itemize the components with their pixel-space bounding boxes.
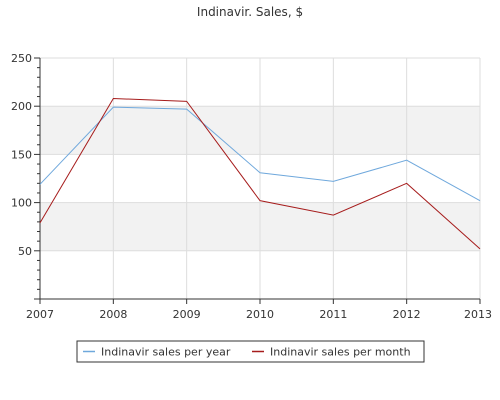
series-line-0 [39,106,481,202]
chart-title: Indinavir. Sales, $ [197,5,303,19]
legend-label-1: Indinavir sales per month [270,346,411,359]
x-tick-label: 2012 [393,308,421,321]
y-tick-label: 200 [11,100,32,113]
y-axis-ticks: 50 100 150 200 250 [11,52,40,300]
series-lines [39,97,481,250]
x-tick-label: 2007 [26,308,54,321]
y-tick-label: 100 [11,197,32,210]
legend-label-0: Indinavir sales per year [101,346,231,359]
x-tick-label: 2010 [246,308,274,321]
series-line-1 [39,97,481,250]
y-tick-label: 250 [11,52,32,65]
y-tick-label: 150 [11,148,32,161]
x-tick-label: 2008 [99,308,127,321]
legend: Indinavir sales per year Indinavir sales … [76,340,425,363]
legend-box [76,340,425,363]
x-tick-label: 2013 [464,308,492,321]
x-axis-ticks: 2007 2008 2009 2010 2011 2012 2013 [26,299,492,321]
x-tick-label: 2011 [319,308,347,321]
x-tick-label: 2009 [173,308,201,321]
y-tick-label: 50 [18,245,32,258]
gridlines [40,57,481,299]
